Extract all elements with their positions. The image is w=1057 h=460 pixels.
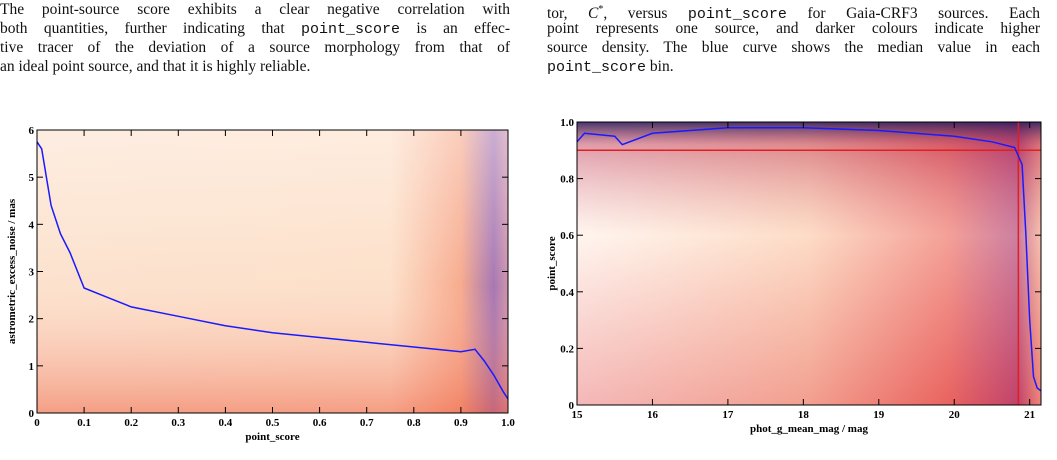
density-shading: [37, 130, 508, 413]
superscript: *: [598, 4, 604, 15]
text: is an effec-: [400, 20, 511, 37]
text-line: The point-source score exhibits a clear …: [0, 0, 510, 19]
text-line: an ideal point source, and that it is hi…: [0, 57, 510, 76]
x-tick-label: 20: [949, 409, 961, 421]
median-line: [36, 141, 509, 400]
x-tick-label: 0.5: [266, 417, 280, 429]
x-tick-label: 0.2: [124, 417, 138, 429]
x-tick-label: 0.4: [219, 417, 233, 429]
y-axis-label: point_score: [546, 236, 558, 290]
y-tick-label: 4: [29, 219, 35, 231]
symbol: C: [588, 5, 599, 23]
x-axis-label: phot_g_mean_mag / mag: [750, 423, 868, 435]
text-line: source density. The blue curve shows the…: [547, 38, 1040, 57]
x-tick-label: 21: [1024, 409, 1035, 421]
y-tick-label: 0.8: [560, 174, 574, 186]
text-line: tive tracer of the deviation of a source…: [0, 38, 510, 57]
density-shading: [577, 122, 1041, 405]
x-tick-label: 0.6: [313, 417, 327, 429]
y-tick-label: 5: [29, 172, 35, 184]
code: point_score: [687, 6, 787, 24]
x-tick-label: 0: [34, 417, 40, 429]
text: bin.: [646, 58, 674, 75]
code: point_score: [547, 59, 647, 76]
text-line: tor, C*, versus point_score for Gaia-CRF…: [547, 0, 1040, 23]
x-tick-label: 1.0: [501, 417, 515, 429]
text: tor,: [547, 5, 589, 23]
y-tick-label: 3: [29, 267, 35, 279]
y-tick-label: 0: [569, 400, 575, 412]
x-tick-label: 0.7: [360, 417, 374, 429]
x-tick-label: 17: [722, 409, 734, 421]
text: , versus: [603, 5, 688, 23]
x-tick-label: 0.1: [77, 417, 91, 429]
text: an ideal point source, and that it is hi…: [0, 58, 311, 75]
x-tick-label: 0.9: [454, 417, 468, 429]
text: The point-source score exhibits a clear …: [0, 1, 510, 18]
text-line: both quantities, further indicating that…: [0, 19, 510, 38]
y-tick-label: 6: [29, 125, 35, 137]
plot-frame: [576, 121, 1042, 406]
x-axis-label: point_score: [245, 431, 299, 443]
x-tick-label: 19: [873, 409, 885, 421]
median-line: [576, 126, 1042, 392]
text-column: The point-source score exhibits a clear …: [0, 0, 510, 76]
code: point_score: [301, 21, 401, 38]
text-line: point represents one source, and darker …: [547, 19, 1040, 38]
text: both quantities, further indicating that: [0, 20, 302, 37]
x-tick-label: 0.3: [171, 417, 185, 429]
y-tick-label: 2: [29, 314, 35, 326]
text: tive tracer of the deviation of a source…: [0, 39, 510, 56]
y-tick-label: 0.4: [560, 287, 574, 299]
text-line: point_score bin.: [547, 57, 1040, 76]
y-tick-label: 0.6: [560, 230, 574, 242]
text: point represents one source, and darker …: [547, 20, 1040, 37]
text: source density. The blue curve shows the…: [547, 39, 1040, 56]
x-tick-label: 15: [572, 409, 584, 421]
text-column: tor, C*, versus point_score for Gaia-CRF…: [547, 0, 1040, 76]
y-tick-label: 0.2: [560, 343, 574, 355]
y-axis-label: astrometric_excess_noise / mas: [6, 198, 18, 344]
x-tick-label: 16: [647, 409, 659, 421]
x-tick-label: 0.8: [407, 417, 421, 429]
y-tick-label: 1.0: [560, 117, 574, 129]
text: for Gaia-CRF3 sources. Each: [786, 5, 1040, 23]
y-tick-label: 0: [29, 408, 35, 420]
y-tick-label: 1: [29, 361, 35, 373]
x-tick-label: 18: [798, 409, 810, 421]
